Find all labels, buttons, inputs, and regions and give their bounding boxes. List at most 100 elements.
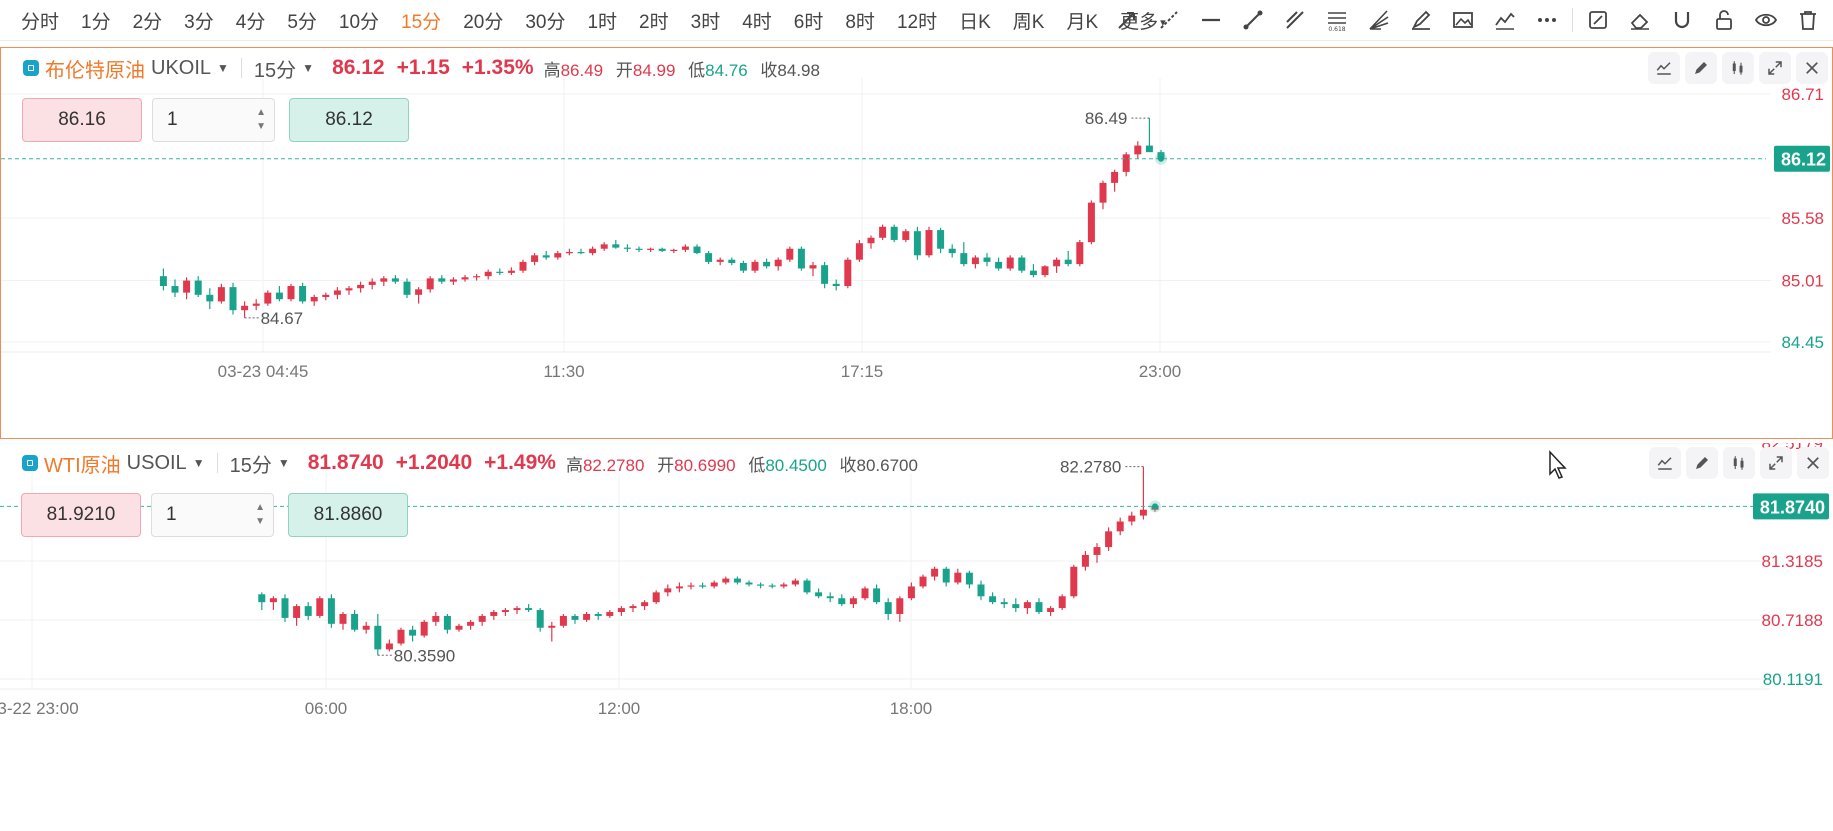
maximize-button[interactable]	[1760, 447, 1792, 479]
period-17[interactable]: 日K	[959, 11, 991, 33]
period-15[interactable]: 8时	[845, 11, 875, 33]
symbol-name[interactable]: 布伦特原油	[45, 59, 145, 82]
period-1[interactable]: 1分	[81, 11, 111, 33]
close-button[interactable]	[1797, 447, 1829, 479]
trash-tool[interactable]	[1787, 0, 1829, 40]
magnet-tool[interactable]	[1661, 0, 1703, 40]
stepper-up-icon[interactable]: ▲	[256, 107, 266, 118]
stepper-down-icon[interactable]: ▼	[256, 121, 266, 132]
indicator-button[interactable]	[1649, 447, 1681, 479]
period-9[interactable]: 30分	[525, 11, 566, 33]
eraser-tool[interactable]	[1619, 0, 1661, 40]
indicator-button[interactable]	[1648, 52, 1680, 84]
chart-type-button[interactable]	[1722, 52, 1754, 84]
candle-body	[641, 602, 649, 607]
sell-button[interactable]: 81.9210	[21, 493, 141, 537]
chevron-down-icon[interactable]: ▼	[192, 456, 205, 470]
candle-body	[345, 288, 353, 291]
maximize-button[interactable]	[1759, 52, 1791, 84]
candle	[635, 246, 643, 253]
period-4[interactable]: 4分	[235, 11, 266, 33]
lock-tool[interactable]	[1703, 0, 1745, 40]
candlestick-chart[interactable]: 82.2780 80.3590 82.5179 81.3185 80.7188 80.11…	[0, 443, 1833, 831]
panel-controls	[1643, 52, 1828, 84]
fan-tool[interactable]	[1358, 0, 1400, 40]
close-label: 收	[760, 60, 778, 80]
period-10[interactable]: 1时	[587, 11, 618, 33]
period-8[interactable]: 20分	[463, 11, 504, 33]
period-5[interactable]: 5分	[287, 11, 317, 33]
symbol-icon	[23, 60, 39, 76]
parallel-line-tool[interactable]	[1274, 0, 1316, 40]
chevron-down-icon[interactable]: ▼	[217, 61, 229, 75]
buy-button[interactable]: 81.8860	[288, 493, 408, 537]
sell-button[interactable]: 86.16	[22, 98, 142, 142]
candle	[496, 268, 504, 276]
note-tool[interactable]	[1577, 0, 1619, 40]
candle	[571, 613, 579, 624]
period-16[interactable]: 12时	[896, 11, 938, 33]
period-3[interactable]: 3分	[184, 11, 214, 33]
image-tool[interactable]	[1442, 0, 1484, 40]
close-button[interactable]	[1796, 52, 1828, 84]
candlestick-icon	[1733, 456, 1744, 470]
buy-button[interactable]: 86.12	[289, 98, 409, 142]
horizontal-line-tool[interactable]	[1190, 0, 1232, 40]
symbol-name[interactable]: WTI原油	[44, 454, 121, 477]
period-14[interactable]: 6时	[793, 11, 824, 33]
price-change: +1.2040	[395, 451, 473, 474]
period-0[interactable]: 分时	[21, 11, 60, 33]
fibonacci-tool[interactable]: 0.618	[1316, 0, 1358, 40]
chevron-down-icon[interactable]: ▼	[302, 61, 315, 75]
period-19[interactable]: 月K	[1066, 11, 1099, 33]
period-11[interactable]: 2时	[639, 11, 669, 33]
candlestick-chart[interactable]: 86.49 84.67 86.71 85.58 85.01 84.45 86.12 03-23…	[1, 48, 1833, 437]
candle	[919, 574, 927, 589]
arrow-line-icon	[1118, 12, 1135, 29]
period-13[interactable]: 4时	[742, 11, 772, 33]
stepper-down-icon[interactable]: ▼	[255, 516, 265, 527]
chart-type-button[interactable]	[1723, 447, 1755, 479]
draw-button[interactable]	[1685, 52, 1717, 84]
stepper-up-icon[interactable]: ▲	[255, 502, 265, 513]
draw-button[interactable]	[1686, 447, 1718, 479]
candle	[565, 248, 573, 256]
chevron-down-icon[interactable]: ▼	[277, 456, 290, 470]
interval-select[interactable]: 15分	[229, 454, 272, 477]
period-18[interactable]: 周K	[1012, 11, 1045, 33]
period-2[interactable]: 2分	[132, 11, 163, 33]
quantity-stepper[interactable]: ▲▼	[152, 98, 275, 142]
symbol-icon	[22, 455, 38, 471]
symbol-code[interactable]: USOIL	[126, 451, 187, 474]
candle	[687, 582, 695, 590]
candle	[217, 283, 225, 304]
indicator-icon	[1656, 62, 1671, 75]
quantity-input[interactable]	[164, 503, 248, 527]
period-7[interactable]: 15分	[401, 11, 442, 33]
eye-tool[interactable]	[1745, 0, 1787, 40]
candle-body	[931, 568, 939, 577]
period-6[interactable]: 10分	[338, 11, 380, 33]
period-12[interactable]: 3时	[690, 11, 721, 33]
quantity-input[interactable]	[165, 108, 249, 132]
chart-panel-usoil[interactable]: 82.2780 80.3590 82.5179 81.3185 80.7188 80.11…	[0, 443, 1833, 831]
current-price-tag	[1774, 145, 1830, 172]
more-tool[interactable]	[1526, 0, 1568, 40]
candle-body	[594, 613, 602, 616]
candle-body	[1128, 515, 1136, 522]
interval-select[interactable]: 15分	[253, 59, 297, 82]
candle	[420, 619, 428, 638]
segment-tool[interactable]	[1232, 0, 1274, 40]
candle	[1070, 564, 1078, 599]
candle-body	[1018, 257, 1026, 271]
zigzag-tool[interactable]	[1484, 0, 1526, 40]
arrow-line-tool[interactable]	[1106, 0, 1148, 40]
trade-widget: 86.16 ▲▼ 86.12	[22, 98, 409, 142]
candle-body	[902, 231, 910, 240]
symbol-code[interactable]: UKOIL	[151, 56, 212, 79]
chart-panel-ukoil[interactable]: 86.49 84.67 86.71 85.58 85.01 84.45 86.12 03-23…	[0, 47, 1833, 439]
quantity-stepper[interactable]: ▲▼	[151, 493, 274, 537]
brush-tool[interactable]	[1400, 0, 1442, 40]
ray-line-tool[interactable]	[1148, 0, 1190, 40]
candle-body	[687, 585, 695, 587]
